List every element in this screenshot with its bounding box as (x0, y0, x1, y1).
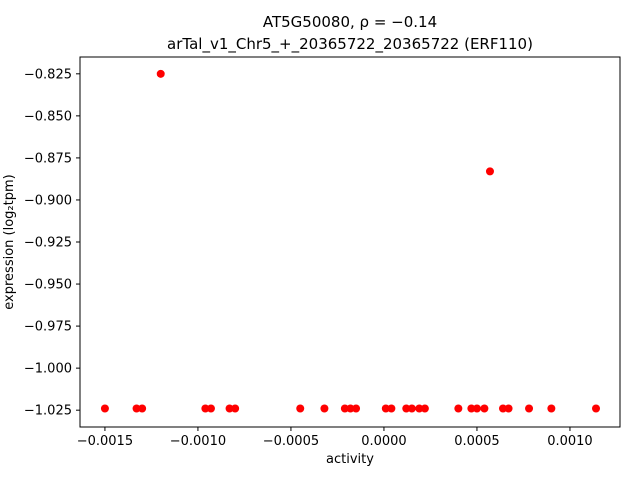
data-point (504, 404, 513, 413)
x-tick-label: −0.0005 (263, 434, 319, 449)
y-tick-label: −1.000 (24, 362, 72, 377)
data-point (381, 404, 390, 413)
data-point (225, 404, 234, 413)
chart-title-line1: AT5G50080, ρ = −0.14 (263, 13, 437, 31)
y-axis-label: expression (log₂tpm) (2, 174, 17, 309)
x-tick-label: −0.0015 (77, 434, 133, 449)
data-point (231, 404, 240, 413)
data-point (415, 404, 424, 413)
data-point (485, 167, 494, 176)
y-tick-label: −0.900 (24, 193, 72, 208)
y-tick-label: −0.975 (24, 320, 72, 335)
y-tick-label: −0.825 (24, 67, 72, 82)
data-point (340, 404, 349, 413)
data-point (352, 404, 361, 413)
data-point (454, 404, 463, 413)
x-axis-ticks: −0.0015 −0.0010 −0.0005 0.0000 0.0005 0.0010 (77, 427, 593, 449)
chart-title-line2: arTal_v1_Chr5_+_20365722_20365722 (ERF11… (167, 35, 533, 54)
data-point (201, 404, 210, 413)
x-axis-label: activity (326, 452, 374, 467)
y-tick-label: −0.875 (24, 151, 72, 166)
data-point (138, 404, 147, 413)
x-tick-label: −0.0010 (170, 434, 226, 449)
y-tick-label: −0.925 (24, 236, 72, 251)
data-point (132, 404, 141, 413)
x-tick-label: 0.0010 (547, 434, 593, 449)
data-points (100, 69, 601, 413)
data-point (480, 404, 489, 413)
data-point (320, 404, 329, 413)
data-point (100, 404, 109, 413)
data-point (472, 404, 481, 413)
data-point (407, 404, 416, 413)
data-point (420, 404, 429, 413)
data-point (346, 404, 355, 413)
x-tick-label: 0.0005 (454, 434, 500, 449)
data-point (592, 404, 601, 413)
y-tick-label: −0.950 (24, 278, 72, 293)
data-point (498, 404, 507, 413)
y-axis-ticks: −0.825 −0.850 −0.875 −0.900 −0.925 −0.950 −0.9… (24, 67, 80, 419)
data-point (206, 404, 215, 413)
axes-box (79, 56, 621, 428)
data-point (525, 404, 534, 413)
y-tick-label: −0.850 (24, 109, 72, 124)
data-point (402, 404, 411, 413)
data-point (156, 69, 165, 78)
data-point (467, 404, 476, 413)
data-point (296, 404, 305, 413)
data-point (547, 404, 556, 413)
x-tick-label: 0.0000 (361, 434, 407, 449)
y-tick-label: −1.025 (24, 404, 72, 419)
data-point (387, 404, 396, 413)
